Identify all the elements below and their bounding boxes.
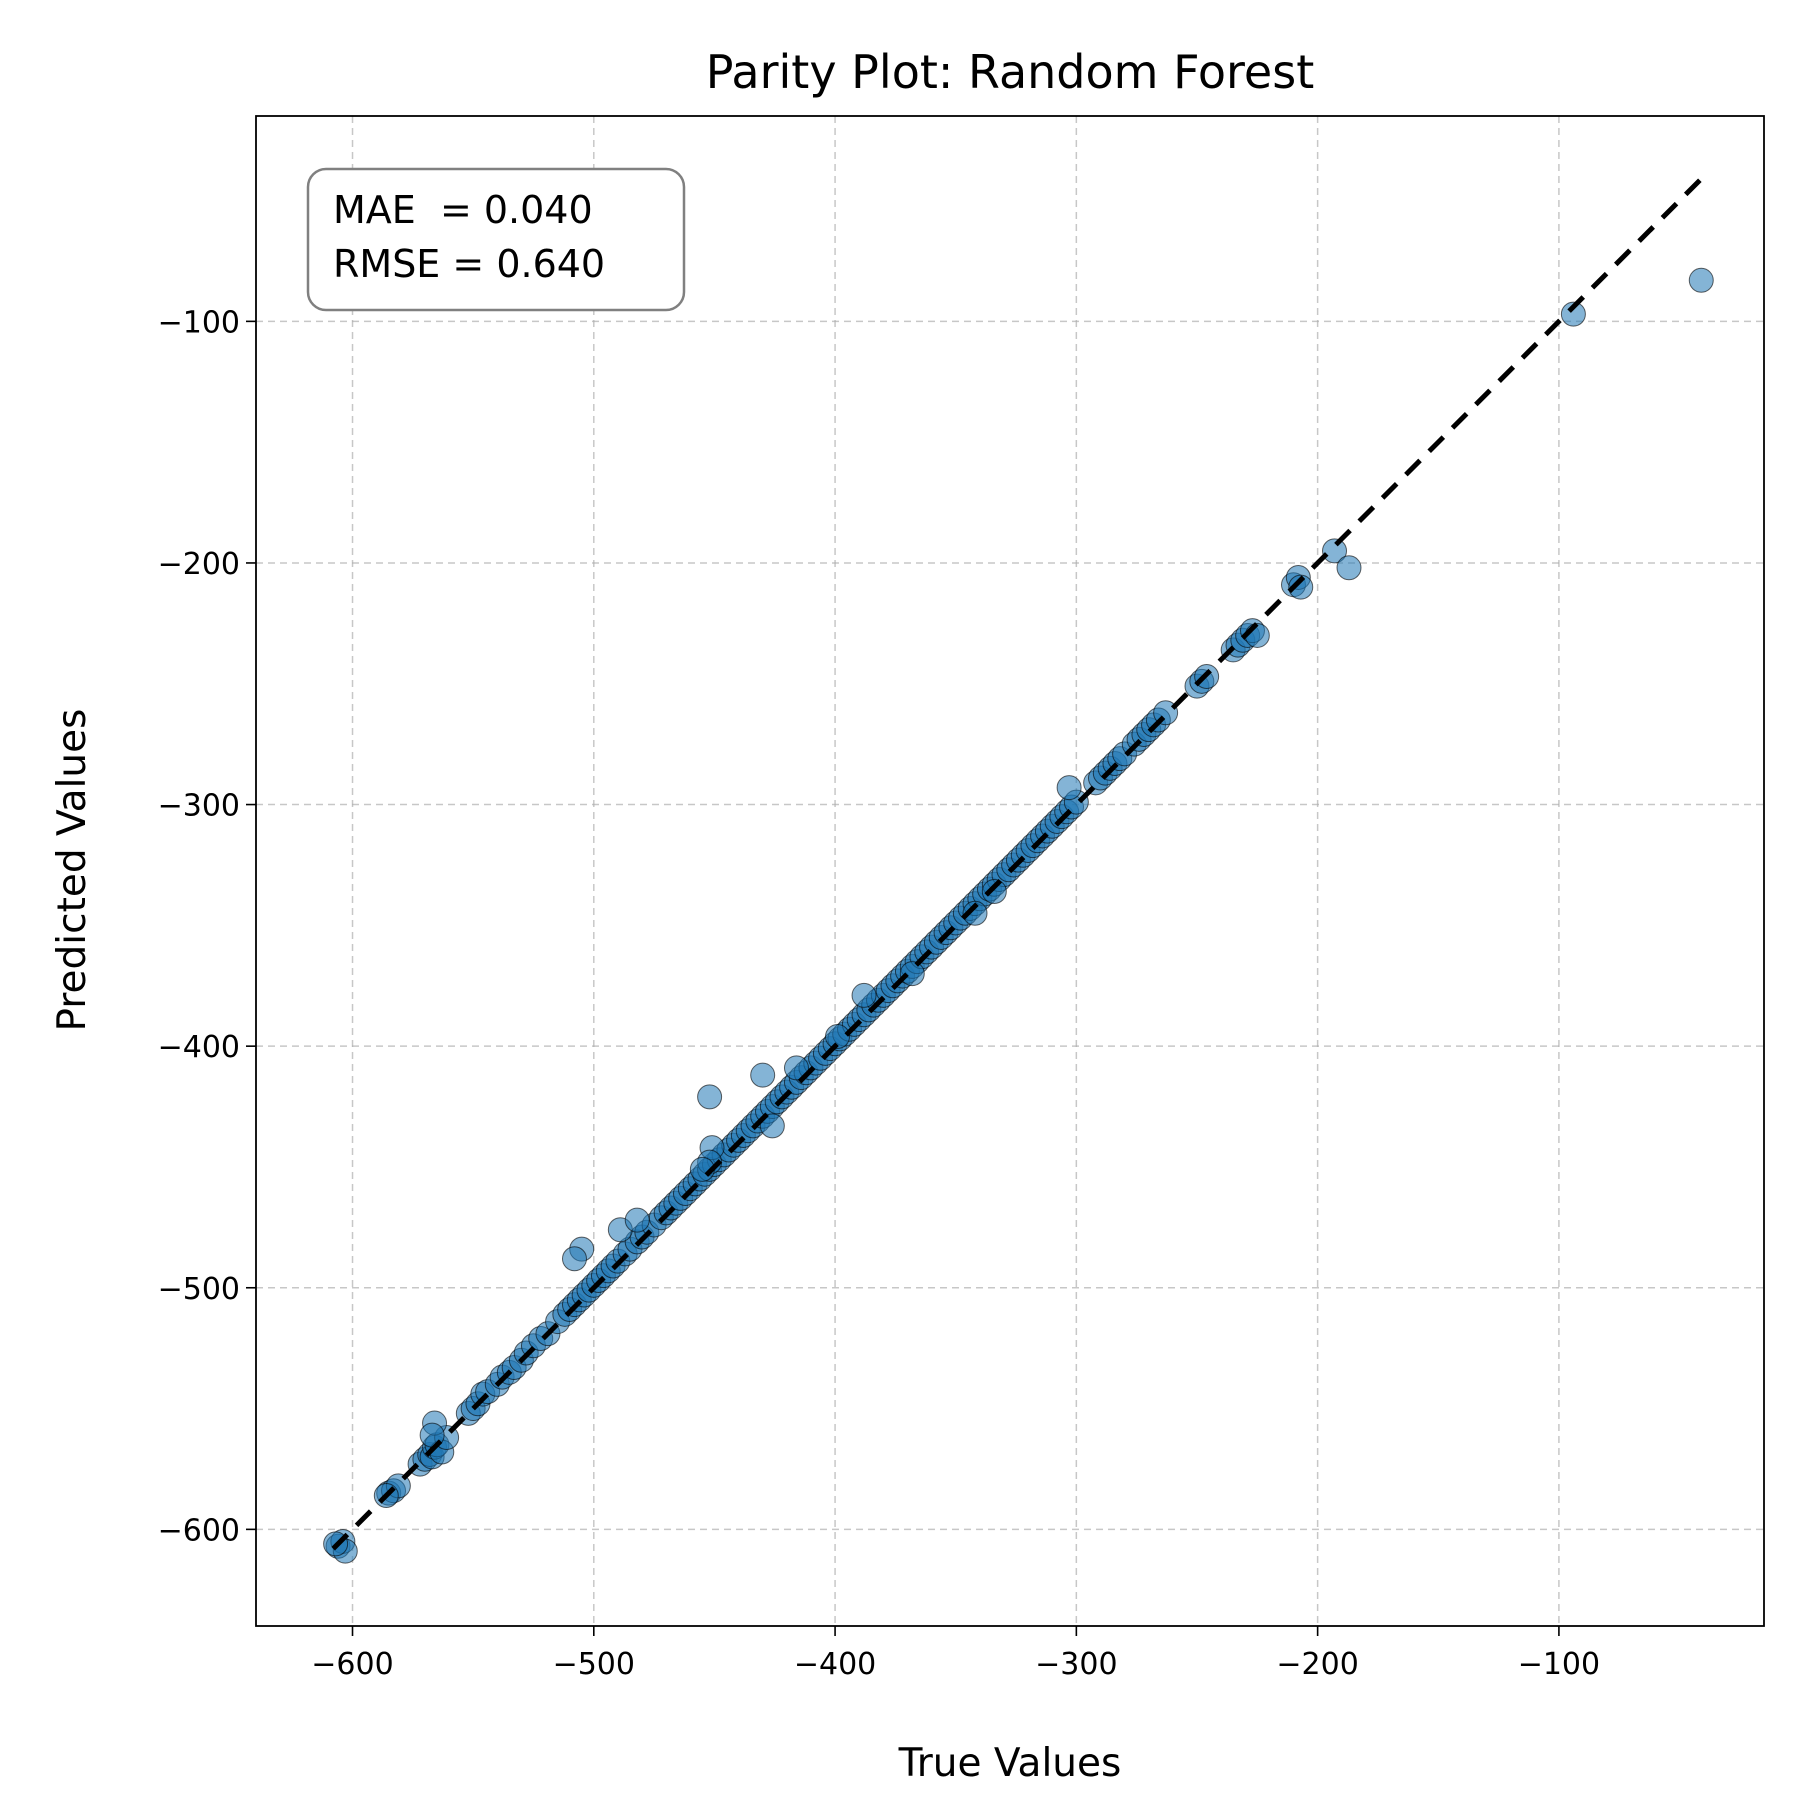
x-tick-label: −400: [794, 1647, 876, 1682]
data-point: [1244, 622, 1270, 648]
data-point: [1322, 538, 1348, 564]
x-tick-label: −100: [1518, 1647, 1600, 1682]
data-point: [759, 1113, 785, 1139]
data-point: [981, 879, 1007, 905]
data-point: [962, 900, 988, 926]
data-point: [824, 1023, 850, 1049]
data-point: [851, 982, 877, 1008]
x-tick-label: −300: [1035, 1647, 1117, 1682]
x-tick-label: −200: [1276, 1647, 1358, 1682]
rmse-label: RMSE = 0.640: [333, 242, 605, 286]
x-tick-label: −600: [311, 1647, 393, 1682]
y-tick-label: −300: [158, 789, 240, 824]
data-point: [783, 1055, 809, 1081]
data-point: [1288, 574, 1314, 600]
y-tick-label: −500: [158, 1272, 240, 1307]
data-point: [561, 1246, 587, 1272]
y-tick-label: −400: [158, 1030, 240, 1065]
data-point: [697, 1084, 723, 1110]
y-tick-label: −100: [158, 305, 240, 340]
y-tick-label: −200: [158, 547, 240, 582]
mae-label: MAE = 0.040: [333, 188, 593, 232]
data-point: [1560, 301, 1586, 327]
chart-title: Parity Plot: Random Forest: [706, 45, 1315, 99]
stats-box: MAE = 0.040 RMSE = 0.640: [306, 167, 686, 312]
data-point: [899, 961, 925, 987]
y-axis-title: Predicted Values: [50, 709, 95, 1032]
y-tick-label: −600: [158, 1513, 240, 1548]
data-point: [1336, 555, 1362, 581]
data-point: [750, 1062, 776, 1088]
stats-box-frame: [306, 167, 686, 312]
plot-area-frame: [255, 115, 1765, 1627]
data-point: [624, 1207, 650, 1233]
axis-ticks: −600 −500 −400 −300 −200 −100 −600 −500 −400 −300…: [158, 305, 1601, 1682]
data-point: [1688, 267, 1714, 293]
x-tick-label: −500: [553, 1647, 635, 1682]
parity-reference-line: [331, 174, 1706, 1551]
x-axis-title: True Values: [898, 1741, 1122, 1786]
data-point: [1056, 775, 1082, 801]
